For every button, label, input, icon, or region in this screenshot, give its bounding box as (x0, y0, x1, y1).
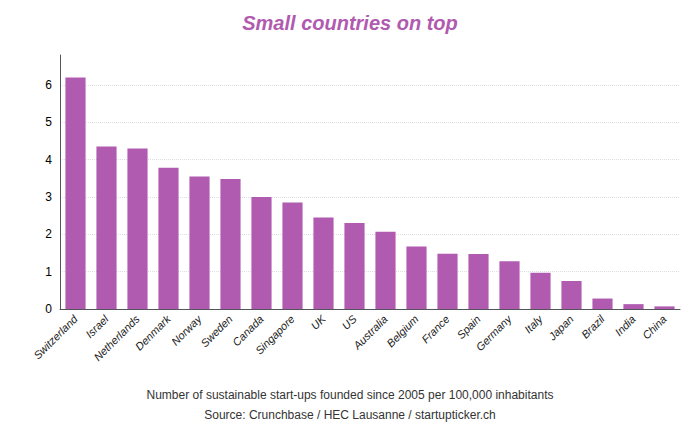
svg-text:4: 4 (45, 153, 52, 167)
svg-text:3: 3 (45, 190, 52, 204)
svg-text:2: 2 (45, 227, 52, 241)
svg-text:Israel: Israel (83, 312, 111, 340)
svg-text:India: India (612, 313, 637, 338)
svg-text:France: France (419, 313, 452, 346)
svg-text:Australia: Australia (350, 313, 389, 352)
svg-text:UK: UK (308, 312, 328, 332)
svg-text:Japan: Japan (545, 313, 575, 343)
svg-text:Small countries on top: Small countries on top (242, 12, 458, 34)
svg-text:5: 5 (45, 115, 52, 129)
svg-text:Singapore: Singapore (253, 313, 297, 357)
svg-text:Germany: Germany (473, 312, 514, 353)
svg-text:Spain: Spain (454, 313, 482, 341)
svg-text:Norway: Norway (168, 312, 204, 348)
svg-text:Italy: Italy (522, 312, 546, 336)
svg-text:US: US (339, 312, 359, 332)
svg-text:Canada: Canada (230, 312, 266, 349)
svg-text:Netherlands: Netherlands (91, 312, 142, 363)
svg-text:Denmark: Denmark (133, 312, 173, 352)
svg-text:Source: Crunchbase / HEC Lausa: Source: Crunchbase / HEC Lausanne / star… (204, 408, 496, 422)
svg-text:Sweden: Sweden (198, 313, 235, 350)
svg-text:China: China (640, 313, 669, 342)
svg-text:Belgium: Belgium (384, 313, 421, 350)
svg-text:Brazil: Brazil (579, 312, 607, 340)
svg-text:0: 0 (45, 302, 52, 316)
svg-text:Number of sustainable start-up: Number of sustainable start-ups founded … (147, 388, 554, 402)
svg-text:6: 6 (45, 78, 52, 92)
svg-text:Switzerland: Switzerland (31, 312, 80, 361)
svg-text:1: 1 (45, 265, 52, 279)
